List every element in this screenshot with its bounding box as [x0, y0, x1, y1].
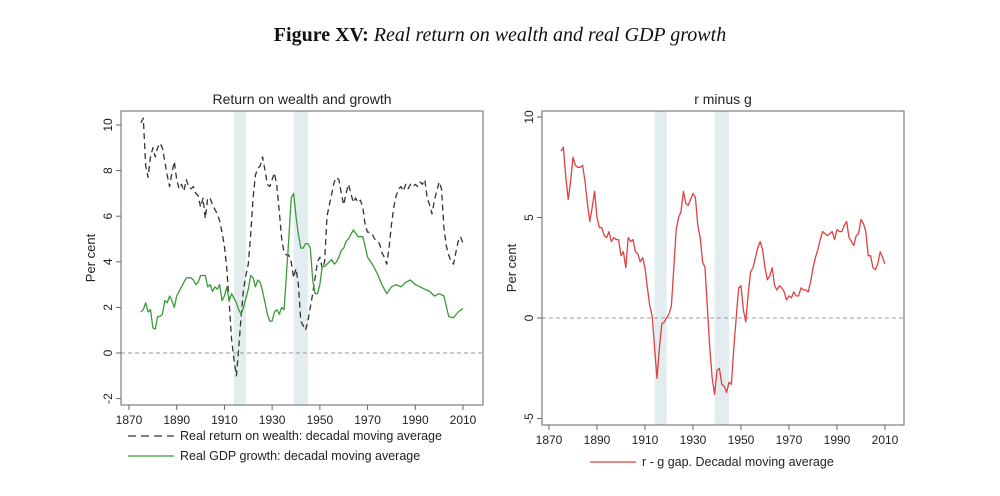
- y-axis-label: Per cent: [83, 233, 98, 282]
- x-tick-label: 1910: [632, 433, 659, 447]
- x-tick-label: 2010: [450, 413, 477, 427]
- legend-label: Real return on wealth: decadal moving av…: [180, 429, 442, 443]
- chart-panel-2: r minus g Per cent 1870 1890 1910 1930 1950 197…: [504, 91, 905, 469]
- plot-frame: [120, 110, 484, 406]
- y-tick-label: 10: [101, 118, 115, 132]
- shaded-period-band: [293, 111, 308, 405]
- x-tick-label: 1870: [536, 433, 563, 447]
- y-tick-label: 10: [522, 110, 536, 124]
- y-tick-label: 6: [101, 213, 115, 220]
- shaded-period-band: [654, 111, 667, 425]
- chart-title: r minus g: [694, 91, 752, 107]
- chart-title: Return on wealth and growth: [213, 91, 392, 107]
- chart-panel-1: Return on wealth and growth Per cent 1870 1…: [83, 91, 484, 463]
- x-tick-label: 1930: [680, 433, 707, 447]
- y-tick-label: 8: [101, 167, 115, 174]
- figure-label: Figure XV:: [273, 24, 369, 46]
- y-tick-label: -5: [522, 413, 536, 424]
- y-tick-label: 5: [522, 214, 536, 221]
- x-tick-label: 1870: [116, 413, 143, 427]
- x-tick-label: 1990: [402, 413, 429, 427]
- shaded-period-band: [714, 111, 729, 425]
- x-tick-label: 1890: [584, 433, 611, 447]
- y-tick-label: 0: [101, 349, 115, 356]
- x-tick-label: 1930: [259, 413, 286, 427]
- y-tick-label: 2: [101, 304, 115, 311]
- x-tick-label: 1970: [776, 433, 803, 447]
- legend-label: Real GDP growth: decadal moving average: [180, 449, 420, 463]
- x-tick-label: 2010: [872, 433, 899, 447]
- y-tick-label: 0: [522, 314, 536, 321]
- series-line-2: [140, 192, 464, 330]
- legend-label: r - g gap. Decadal moving average: [642, 455, 834, 469]
- x-tick-label: 1890: [163, 413, 190, 427]
- y-tick-label: 4: [101, 258, 115, 265]
- figure-title: Figure XV: Real return on wealth and rea…: [0, 24, 1000, 47]
- x-tick-label: 1990: [824, 433, 851, 447]
- x-tick-label: 1950: [728, 433, 755, 447]
- figure-caption: Real return on wealth and real GDP growt…: [373, 24, 727, 46]
- series-line-1: [140, 117, 464, 377]
- plot-frame: [541, 110, 905, 426]
- y-tick-label: -2: [101, 393, 115, 404]
- series-line-1: [560, 146, 886, 396]
- y-axis-label: Per cent: [504, 243, 519, 292]
- x-tick-label: 1970: [354, 413, 381, 427]
- x-tick-label: 1910: [211, 413, 238, 427]
- x-tick-label: 1950: [307, 413, 334, 427]
- shaded-period-band: [233, 111, 246, 405]
